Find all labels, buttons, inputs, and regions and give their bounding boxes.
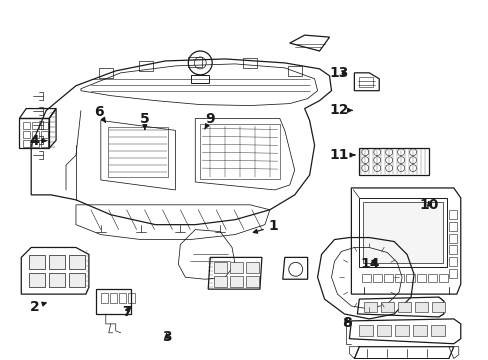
Text: 14: 14 [360, 257, 379, 271]
Text: 4: 4 [29, 134, 46, 148]
Bar [138, 61, 152, 71]
Bar [372, 274, 382, 282]
Bar [448, 269, 456, 278]
Text: 11: 11 [329, 148, 354, 162]
Bar [191, 75, 209, 83]
Bar [243, 58, 256, 68]
Bar [119, 293, 125, 303]
Bar [32, 131, 39, 138]
Bar [49, 273, 65, 287]
Text: 7: 7 [122, 305, 131, 319]
Bar [362, 274, 370, 282]
Bar [412, 325, 426, 336]
Bar [448, 246, 456, 255]
Text: 2: 2 [29, 300, 46, 314]
Bar [200, 125, 279, 179]
Bar [448, 222, 456, 231]
Text: 5: 5 [140, 112, 149, 129]
Bar [287, 66, 301, 76]
Bar [384, 274, 392, 282]
Bar [394, 325, 408, 336]
Bar [29, 273, 45, 287]
Bar [364, 302, 376, 312]
Bar [427, 274, 436, 282]
Bar [376, 325, 390, 336]
Text: 1: 1 [253, 220, 278, 233]
Bar [230, 262, 243, 273]
Bar [359, 77, 372, 87]
Text: 10: 10 [419, 198, 438, 212]
Bar [245, 276, 258, 287]
Bar [394, 274, 403, 282]
Text: 3: 3 [162, 330, 171, 344]
Bar [414, 302, 427, 312]
Bar [49, 255, 65, 269]
Bar [23, 131, 30, 138]
Bar [23, 140, 30, 147]
Bar [32, 140, 39, 147]
Text: 13: 13 [329, 66, 348, 80]
Bar [99, 68, 113, 78]
Bar [101, 293, 107, 303]
Text: 12: 12 [329, 103, 351, 117]
Bar [431, 302, 444, 312]
Bar [41, 131, 48, 138]
Text: 9: 9 [204, 112, 215, 129]
Bar [214, 262, 226, 273]
Bar [107, 127, 168, 177]
Bar [397, 302, 410, 312]
Text: 8: 8 [341, 316, 351, 330]
Bar [448, 234, 456, 243]
Bar [41, 140, 48, 147]
Bar [359, 325, 372, 336]
Bar [41, 122, 48, 129]
Bar [69, 255, 85, 269]
Bar [214, 276, 226, 287]
Bar [109, 293, 117, 303]
Bar [245, 262, 258, 273]
Bar [127, 293, 134, 303]
Text: 6: 6 [94, 105, 105, 122]
Bar [69, 273, 85, 287]
Bar [416, 274, 425, 282]
Bar [363, 202, 442, 264]
Bar [32, 122, 39, 129]
Bar [438, 274, 447, 282]
Bar [188, 57, 202, 67]
Bar [359, 198, 446, 267]
Bar [381, 302, 393, 312]
Bar [230, 276, 243, 287]
Bar [405, 274, 414, 282]
Bar [448, 210, 456, 219]
Bar [23, 122, 30, 129]
Bar [29, 255, 45, 269]
Bar [448, 257, 456, 266]
Bar [430, 325, 444, 336]
